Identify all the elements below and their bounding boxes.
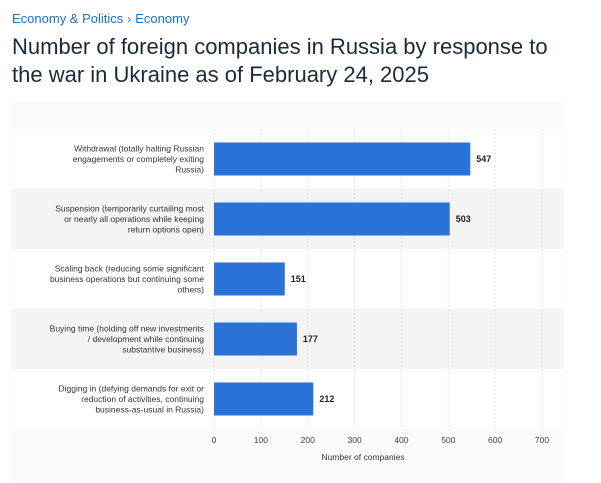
tick-label: 0	[212, 435, 217, 445]
bar	[214, 142, 471, 176]
row-band	[12, 249, 563, 309]
category-label: business-as-usual in Russia)	[95, 405, 204, 415]
category-label: Buying time (holding off new investments	[50, 324, 204, 334]
category-label: Russia)	[175, 165, 204, 175]
category-label: Suspension (temporarily curtailing most	[55, 204, 204, 214]
data-label: 151	[291, 274, 306, 284]
category-label: or nearly all operations while keeping	[64, 214, 204, 224]
bar	[214, 322, 297, 356]
category-label: Withdrawal (totally halting Russian	[74, 144, 204, 154]
tick-label: 700	[535, 435, 549, 445]
category-label: Scaling back (reducing some significant	[55, 264, 205, 274]
category-label: others)	[178, 285, 205, 295]
bar-chart: 547 Withdrawal (totally halting Russianen…	[12, 129, 563, 462]
tick-label: 100	[254, 435, 268, 445]
category-label: substantive business)	[122, 345, 204, 355]
bar	[214, 262, 285, 296]
category-label: Digging in (defying demands for exit or	[58, 384, 204, 394]
tick-label: 300	[347, 435, 361, 445]
bar	[214, 382, 314, 416]
data-label: 212	[319, 394, 334, 404]
category-label: business operations but continuing some	[50, 274, 204, 284]
breadcrumb-link-economy[interactable]: Economy	[135, 11, 190, 26]
tick-label: 600	[488, 435, 502, 445]
category-label: return options open)	[128, 225, 204, 235]
breadcrumb-separator: ›	[127, 11, 132, 26]
category-label: / development while continuing	[88, 334, 205, 344]
tick-label: 200	[301, 435, 315, 445]
category-label: reduction of activities, continuing	[81, 394, 204, 404]
data-label: 503	[456, 214, 471, 224]
data-label: 547	[476, 154, 491, 164]
data-label: 177	[303, 334, 318, 344]
breadcrumb: Economy & Politics › Economy	[12, 11, 189, 26]
page-title: Number of foreign companies in Russia by…	[12, 34, 548, 87]
tick-label: 500	[441, 435, 455, 445]
breadcrumb-link-economy-politics[interactable]: Economy & Politics	[12, 11, 124, 26]
bar	[214, 202, 450, 236]
category-label: engagements or completely exiting	[73, 154, 205, 164]
tick-label: 400	[394, 435, 408, 445]
x-axis-title: Number of companies	[321, 452, 404, 462]
chart-card: 547 Withdrawal (totally halting Russian en…	[12, 103, 563, 483]
